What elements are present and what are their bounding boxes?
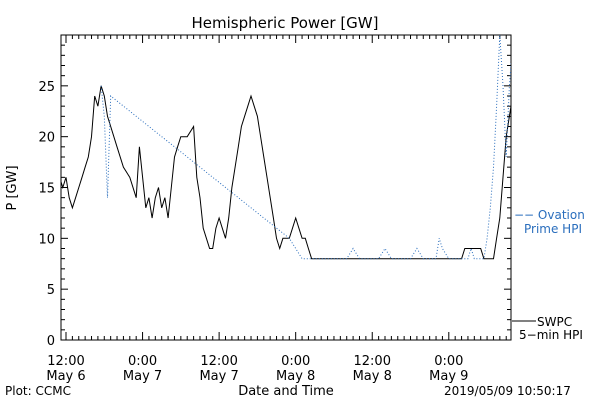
y-tick-label: 25	[38, 80, 55, 95]
x-tick-date-label: May 8	[276, 369, 315, 384]
x-tick-time-label: 12:00	[47, 354, 84, 369]
y-axis-label: P [GW]	[5, 165, 20, 210]
y-tick-label: 5	[47, 283, 55, 298]
x-tick-time-label: 0:00	[281, 354, 310, 369]
legend-ovation-line1: −− Ovation	[514, 208, 585, 222]
footer-timestamp: 2019/05/09 10:50:17	[444, 384, 571, 398]
x-tick-date-label: May 6	[46, 369, 85, 384]
x-tick-time-label: 12:00	[354, 354, 391, 369]
chart-title: Hemispheric Power [GW]	[192, 14, 379, 32]
legend-swpc-line1: SWPC	[537, 315, 572, 329]
series-layer	[61, 35, 511, 260]
legend-swpc-line2: 5−min HPI	[519, 328, 583, 342]
series-swpc-line	[61, 85, 511, 260]
x-tick-time-label: 12:00	[200, 354, 237, 369]
x-axis-label: Date and Time	[238, 384, 334, 399]
x-tick-date-label: May 7	[123, 369, 162, 384]
footer-plot-credit: Plot: CCMC	[5, 384, 71, 398]
y-axis-ticks: 0 5 10 15 20 25	[38, 44, 511, 349]
y-tick-label: 20	[38, 131, 55, 146]
series-ovation-line	[100, 35, 511, 260]
y-tick-label: 15	[38, 182, 55, 197]
x-tick-date-label: May 8	[353, 369, 392, 384]
legend-ovation-line2: Prime HPI	[524, 222, 582, 236]
y-tick-label: 0	[47, 334, 55, 349]
x-tick-time-label: 0:00	[128, 354, 157, 369]
x-tick-date-label: May 9	[429, 369, 468, 384]
plot-axes	[60, 34, 512, 341]
y-tick-label: 10	[38, 232, 55, 247]
x-tick-time-label: 0:00	[434, 354, 463, 369]
legend: −− Ovation Prime HPI SWPC 5−min HPI	[512, 208, 585, 342]
x-tick-date-label: May 7	[199, 369, 238, 384]
plot-frame	[60, 34, 512, 341]
